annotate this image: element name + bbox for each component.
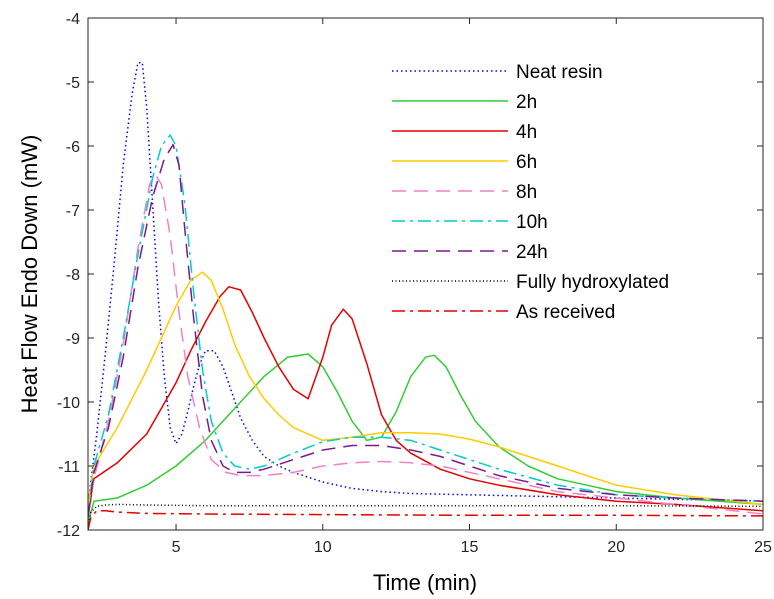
legend-label-3: 4h [516,122,537,143]
series-line-4 [88,271,763,506]
legend-label-7: 24h [516,242,548,263]
x-tick-label: 15 [461,539,479,556]
y-tick-label: -10 [57,395,80,412]
series-line-5 [88,174,763,518]
x-tick-label: 25 [754,539,772,556]
series-line-3 [88,286,763,518]
y-tick-label: -11 [58,459,80,476]
series-layer [88,62,763,530]
y-tick-label: -4 [66,11,80,28]
legend-label-1: Neat resin [516,62,603,83]
y-tick-label: -9 [66,331,80,348]
y-tick-label: -8 [66,267,80,284]
series-line-9 [88,510,763,530]
x-tick-label: 5 [172,539,181,556]
legend-label-5: 8h [516,182,537,203]
legend-label-2: 2h [516,92,537,113]
y-tick-label: -12 [57,523,80,540]
tick-layer: 5 10 15 20 25 -12 -11 -10 -9 -8 -7 -6 -5 -4 [57,11,772,556]
legend-label-8: Fully hydroxylated [516,272,669,293]
x-tick-label: 10 [314,539,332,556]
legend: Neat resin 2h 4h 6h 8h 10h 24h Fully hydroxylat… [392,62,669,323]
x-axis-title: Time (min) [373,570,477,595]
legend-label-6: 10h [516,212,548,233]
y-tick-label: -5 [66,75,80,92]
y-tick-label: -6 [66,139,80,156]
legend-label-4: 6h [516,152,537,173]
y-tick-label: -7 [66,203,80,220]
series-line-1 [88,62,763,505]
legend-label-9: As received [516,302,615,323]
y-axis-title: Heat Flow Endo Down (mW) [17,135,42,414]
series-line-6 [88,134,763,518]
x-tick-label: 20 [607,539,625,556]
series-line-8 [88,503,763,527]
series-line-7 [88,143,763,518]
